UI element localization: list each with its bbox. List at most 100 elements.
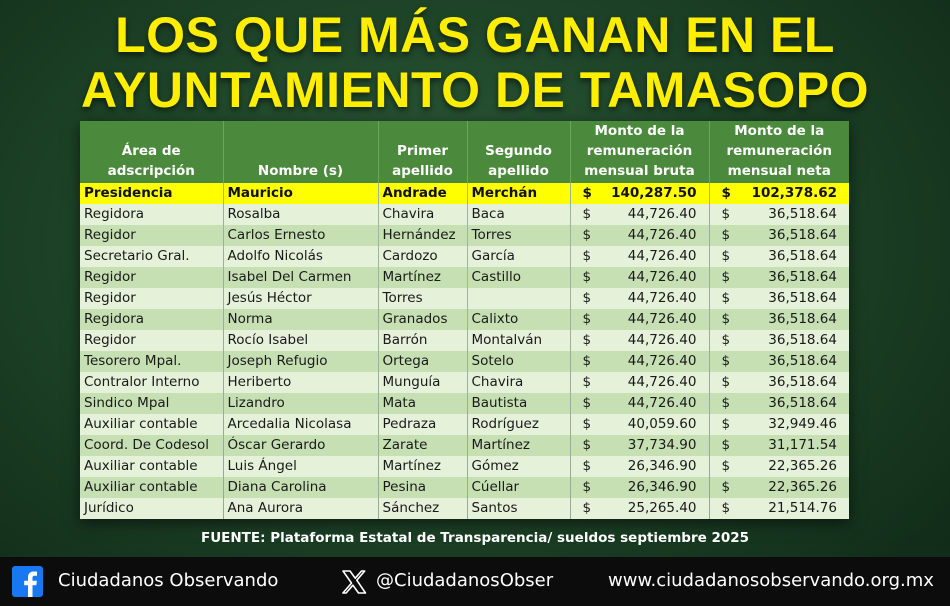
cell-nombre: Ana Aurora <box>223 498 379 519</box>
table-row: Regidor Isabel Del Carmen Martínez Castillo… <box>80 267 849 288</box>
cell-bruta: $25,265.40 <box>570 498 710 519</box>
amount-value: 36,518.64 <box>768 311 837 327</box>
currency-symbol: $ <box>582 269 592 285</box>
cell-nombre: Óscar Gerardo <box>223 435 379 456</box>
table-row: Auxiliar contable Arcedalia Nicolasa Pedra… <box>80 414 849 435</box>
table-row: Regidor Carlos Ernesto Hernández Torres $44,… <box>80 225 849 246</box>
cell-segundo: Martínez <box>467 435 571 456</box>
cell-bruta: $44,726.40 <box>570 309 710 330</box>
x-icon[interactable] <box>340 568 368 596</box>
currency-symbol: $ <box>721 395 731 411</box>
cell-primer: Chavira <box>378 204 468 225</box>
cell-neta: $36,518.64 <box>709 267 849 288</box>
cell-area: Auxiliar contable <box>80 477 224 498</box>
cell-bruta: $44,726.40 <box>570 330 710 351</box>
cell-area: Auxiliar contable <box>80 456 224 477</box>
currency-symbol: $ <box>582 437 592 453</box>
amount-value: 36,518.64 <box>768 332 837 348</box>
footer-bar: Ciudadanos Observando @CiudadanosObser w… <box>0 557 950 606</box>
cell-neta: $36,518.64 <box>709 225 849 246</box>
currency-symbol: $ <box>721 185 731 201</box>
cell-bruta: $44,726.40 <box>570 372 710 393</box>
currency-symbol: $ <box>582 311 592 327</box>
cell-nombre: Carlos Ernesto <box>223 225 379 246</box>
cell-primer: Mata <box>378 393 468 414</box>
cell-neta: $36,518.64 <box>709 288 849 309</box>
salary-table-container: Área de adscripción Nombre (s) Primer ap… <box>80 121 849 519</box>
amount-value: 44,726.40 <box>627 290 697 306</box>
amount-value: 140,287.50 <box>611 185 697 201</box>
cell-segundo: Castillo <box>467 267 571 288</box>
cell-neta: $36,518.64 <box>709 309 849 330</box>
cell-area: Regidor <box>80 225 224 246</box>
currency-symbol: $ <box>721 248 731 264</box>
cell-neta: $36,518.64 <box>709 393 849 414</box>
cell-area: Presidencia <box>80 183 224 204</box>
table-row: Coord. De Codesol Óscar Gerardo Zarate Mart… <box>80 435 849 456</box>
cell-bruta: $26,346.90 <box>570 477 710 498</box>
currency-symbol: $ <box>582 185 592 201</box>
cell-primer: Martínez <box>378 267 468 288</box>
currency-symbol: $ <box>582 395 592 411</box>
cell-nombre: Diana Carolina <box>223 477 379 498</box>
currency-symbol: $ <box>721 374 731 390</box>
cell-bruta: $44,726.40 <box>570 225 710 246</box>
page-title: LOS QUE MÁS GANAN EN EL AYUNTAMIENTO DE … <box>0 8 950 118</box>
cell-area: Jurídico <box>80 498 224 519</box>
currency-symbol: $ <box>582 353 592 369</box>
amount-value: 26,346.90 <box>627 479 697 495</box>
amount-value: 22,365.26 <box>768 458 837 474</box>
cell-neta: $21,514.76 <box>709 498 849 519</box>
cell-neta: $22,365.26 <box>709 477 849 498</box>
cell-neta: $36,518.64 <box>709 204 849 225</box>
cell-area: Regidor <box>80 330 224 351</box>
amount-value: 36,518.64 <box>768 290 837 306</box>
cell-primer: Zarate <box>378 435 468 456</box>
table-row: Regidor Rocío Isabel Barrón Montalván $44,72… <box>80 330 849 351</box>
cell-nombre: Lizandro <box>223 393 379 414</box>
cell-nombre: Luis Ángel <box>223 456 379 477</box>
cell-area: Sindico Mpal <box>80 393 224 414</box>
facebook-icon[interactable] <box>12 566 43 597</box>
currency-symbol: $ <box>721 353 731 369</box>
amount-value: 25,265.40 <box>627 500 697 516</box>
cell-primer: Sánchez <box>378 498 468 519</box>
cell-nombre: Arcedalia Nicolasa <box>223 414 379 435</box>
cell-bruta: $26,346.90 <box>570 456 710 477</box>
amount-value: 31,171.54 <box>768 437 837 453</box>
cell-bruta: $44,726.40 <box>570 246 710 267</box>
facebook-label[interactable]: Ciudadanos Observando <box>58 570 279 591</box>
table-row: Auxiliar contable Diana Carolina Pesina Cúe… <box>80 477 849 498</box>
cell-nombre: Mauricio <box>223 183 379 204</box>
cell-primer: Ortega <box>378 351 468 372</box>
amount-value: 44,726.40 <box>627 332 697 348</box>
amount-value: 44,726.40 <box>627 395 697 411</box>
cell-bruta: $44,726.40 <box>570 393 710 414</box>
cell-segundo: Chavira <box>467 372 571 393</box>
cell-area: Regidor <box>80 288 224 309</box>
cell-area: Tesorero Mpal. <box>80 351 224 372</box>
header-area: Área de adscripción <box>80 121 224 183</box>
x-handle[interactable]: @CiudadanosObser <box>376 570 554 591</box>
website-link[interactable]: www.ciudadanosobservando.org.mx <box>608 570 934 591</box>
table-body: Presidencia Mauricio Andrade Merchán $140,28… <box>80 183 849 519</box>
cell-bruta: $44,726.40 <box>570 288 710 309</box>
cell-segundo: Montalván <box>467 330 571 351</box>
cell-segundo: Santos <box>467 498 571 519</box>
cell-neta: $102,378.62 <box>709 183 849 204</box>
amount-value: 22,365.26 <box>768 479 837 495</box>
currency-symbol: $ <box>721 332 731 348</box>
cell-area: Auxiliar contable <box>80 414 224 435</box>
cell-neta: $36,518.64 <box>709 246 849 267</box>
cell-primer: Pedraza <box>378 414 468 435</box>
cell-area: Contralor Interno <box>80 372 224 393</box>
cell-nombre: Rosalba <box>223 204 379 225</box>
currency-symbol: $ <box>721 290 731 306</box>
cell-segundo: Torres <box>467 225 571 246</box>
table-row: Contralor Interno Heriberto Munguía Chavira… <box>80 372 849 393</box>
cell-nombre: Jesús Héctor <box>223 288 379 309</box>
cell-nombre: Rocío Isabel <box>223 330 379 351</box>
amount-value: 44,726.40 <box>627 374 697 390</box>
currency-symbol: $ <box>721 416 731 432</box>
amount-value: 102,378.62 <box>751 185 837 201</box>
